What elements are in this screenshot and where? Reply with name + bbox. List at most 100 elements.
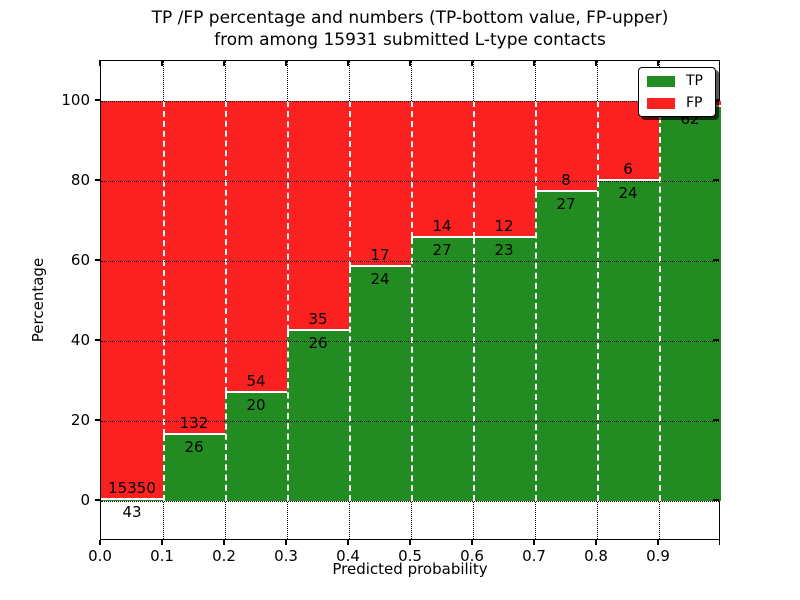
y-tick — [95, 179, 100, 181]
legend-entry-fp: FP — [647, 95, 707, 111]
fp-count-label: 6 — [623, 160, 633, 178]
x-tick-label: 0.4 — [336, 547, 360, 565]
x-tick-label: 0.8 — [584, 547, 608, 565]
x-tick — [285, 540, 287, 545]
chart-title-line1: TP /FP percentage and numbers (TP-bottom… — [151, 8, 669, 28]
x-tick-top — [223, 60, 225, 66]
fp-legend-swatch-icon — [647, 97, 675, 109]
grid-y-line — [101, 180, 719, 182]
fp-count-label: 132 — [179, 414, 209, 433]
x-tick — [161, 540, 163, 545]
x-tick — [409, 540, 411, 545]
x-tick-label: 0.1 — [150, 547, 174, 565]
legend-label-fp: FP — [686, 95, 703, 111]
grid-y-line — [101, 420, 719, 422]
fp-count-label: 54 — [246, 371, 266, 390]
y-tick-label: 80 — [70, 171, 90, 189]
fp-count-label: 12 — [494, 217, 514, 236]
tp-bar-segment — [411, 237, 473, 501]
tp-bar-segment — [659, 107, 721, 501]
legend: TP FP — [638, 67, 716, 117]
y-tick — [95, 99, 100, 101]
x-tick — [471, 540, 473, 545]
tp-count-label: 27 — [432, 240, 452, 259]
x-tick-top — [533, 60, 535, 66]
tp-count-label: 43 — [122, 502, 142, 521]
fp-count-label: 14 — [432, 216, 452, 235]
tp-bar-segment — [225, 392, 287, 501]
fp-bar-segment — [349, 101, 411, 267]
x-tick — [595, 540, 597, 545]
y-tick-right — [712, 179, 719, 181]
fp-bar-segment — [411, 101, 473, 238]
chart-title: TP /FP percentage and numbers (TP-bottom… — [100, 7, 720, 51]
x-tick-label: 0.3 — [274, 547, 298, 565]
legend-entry-tp: TP — [647, 73, 707, 89]
x-tick — [347, 540, 349, 545]
fp-count-label: 8 — [561, 171, 571, 190]
tp-bar-segment — [349, 266, 411, 501]
x-tick-label: 0.2 — [212, 547, 236, 565]
x-tick-label: 0.5 — [398, 547, 422, 565]
fp-count-label: 17 — [370, 245, 390, 264]
fp-bar-segment — [101, 101, 163, 500]
plot-area: 1535043132265420352617241427122382762416… — [100, 60, 721, 540]
y-tick — [95, 499, 100, 501]
grid-y-line — [101, 260, 719, 262]
x-tick-top — [99, 60, 101, 66]
tp-count-label: 27 — [556, 195, 576, 214]
y-tick-label: 20 — [70, 411, 90, 429]
y-tick-right — [712, 419, 719, 421]
tp-count-label: 24 — [370, 269, 390, 288]
fp-bar-segment — [473, 101, 535, 239]
x-tick-label: 0.9 — [646, 547, 670, 565]
x-tick — [533, 540, 535, 545]
tp-count-label: 23 — [494, 241, 514, 260]
x-tick — [718, 540, 720, 545]
y-axis-label: Percentage — [29, 257, 47, 343]
y-tick-label: 0 — [80, 491, 90, 509]
y-tick — [95, 419, 100, 421]
x-tick — [657, 540, 659, 545]
grid-y-line — [101, 100, 719, 102]
y-tick-right — [712, 259, 719, 261]
tp-count-label: 26 — [308, 333, 328, 352]
tp-bar-segment — [101, 499, 163, 501]
x-tick-top — [657, 60, 659, 66]
y-tick-label: 40 — [70, 331, 90, 349]
tp-bar-segment — [287, 330, 349, 501]
x-tick-top — [347, 60, 349, 66]
grid-y-line — [101, 340, 719, 342]
fp-bar-segment — [163, 101, 225, 436]
x-tick — [223, 540, 225, 545]
x-tick-top — [595, 60, 597, 66]
tp-count-label: 20 — [246, 395, 266, 414]
y-tick-right — [712, 339, 719, 341]
x-axis-label: Predicted probability — [332, 560, 488, 578]
x-tick — [99, 540, 101, 545]
tp-legend-swatch-icon — [647, 75, 675, 87]
chart-title-line2: from among 15931 submitted L-type contac… — [214, 30, 606, 50]
grid-y-line — [101, 500, 719, 502]
tp-count-label: 24 — [618, 184, 638, 202]
x-tick-label: 0.7 — [522, 547, 546, 565]
legend-label-tp: TP — [686, 73, 703, 89]
fp-count-label: 15350 — [108, 478, 156, 497]
y-tick — [95, 339, 100, 341]
x-tick-top — [285, 60, 287, 66]
x-tick-top — [161, 60, 163, 66]
fp-count-label: 35 — [308, 309, 328, 328]
fp-bar-segment — [535, 101, 597, 193]
tp-bar-segment — [163, 435, 225, 501]
x-tick-top — [409, 60, 411, 66]
x-tick-top — [471, 60, 473, 66]
fp-bar-segment — [287, 101, 349, 331]
tp-bar-segment — [473, 238, 535, 501]
x-tick-label: 0.6 — [460, 547, 484, 565]
x-tick-label: 0.0 — [88, 547, 112, 565]
y-tick — [95, 259, 100, 261]
y-tick-right — [712, 499, 719, 501]
tp-count-label: 26 — [184, 438, 204, 457]
tp-bar-segment — [535, 192, 597, 501]
